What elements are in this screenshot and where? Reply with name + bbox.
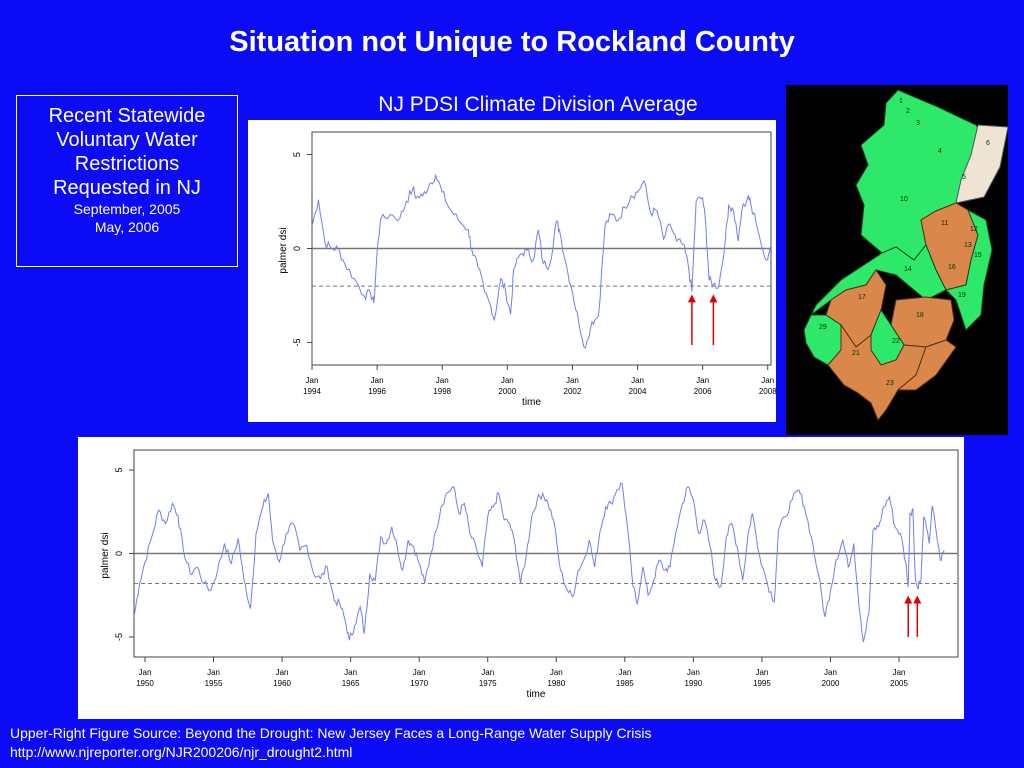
x-tick-label: Jan [436, 376, 449, 385]
footer-source: Upper-Right Figure Source: Beyond the Dr… [10, 724, 651, 762]
pdsi-chart-recent-svg: -5 0 5 palmer dsi Jan 1994 Jan 1996 Jan 1998 Jan 20… [278, 131, 777, 408]
pdsi-chart-recent: -5 0 5 palmer dsi Jan 1994 Jan 1996 Jan 1998 Jan 20… [248, 120, 777, 422]
division-label: 3 [916, 120, 920, 127]
x-tick-label: Jan [566, 376, 579, 385]
restriction-arrowhead [904, 595, 913, 604]
division-label: 16 [948, 264, 956, 271]
y-tick-label: 5 [292, 152, 302, 157]
chart-title: NJ PDSI Climate Division Average [378, 93, 698, 116]
division-label: 6 [986, 140, 990, 147]
x-tick-label: 2008 [759, 387, 776, 396]
division-label: 22 [892, 338, 900, 345]
map-south-orange-coast [896, 339, 957, 391]
x-tick-label: 2005 [890, 679, 908, 688]
y-tick-label: 0 [292, 246, 302, 251]
division-label: 5 [962, 174, 966, 181]
division-label: 2 [906, 108, 910, 115]
callout-date: May, 2006 [94, 219, 160, 235]
restriction-arrowhead [913, 595, 922, 604]
x-tick-label: Jan [631, 376, 644, 385]
footer-source-url[interactable]: http://www.njreporter.org/NJR200206/njr_… [10, 744, 353, 760]
x-tick-label: Jan [824, 668, 837, 677]
x-tick-label: Jan [306, 376, 319, 385]
x-tick-label: Jan [276, 668, 289, 677]
callout-line: Voluntary Water [56, 129, 198, 151]
callout-line: Recent Statewide [48, 105, 206, 127]
division-label: 19 [958, 292, 966, 299]
division-label: 11 [941, 220, 948, 227]
x-tick-label: 1990 [684, 679, 702, 688]
x-tick-label: 2006 [694, 387, 712, 396]
restriction-arrowhead [709, 294, 718, 303]
x-tick-label: 1965 [342, 679, 360, 688]
x-tick-label: 1960 [273, 679, 291, 688]
pdsi-chart-longterm-svg: -5 0 5 palmer dsi Jan 1950 Jan 1955 Jan 1960 Jan 19… [100, 449, 959, 700]
y-axis-label: palmer dsi [278, 227, 289, 273]
x-tick-label: Jan [696, 376, 709, 385]
x-tick-label: 2000 [498, 387, 516, 396]
x-tick-label: 1955 [205, 679, 223, 688]
x-tick-label: 1995 [753, 679, 771, 688]
division-label: 18 [916, 312, 924, 319]
x-tick-label: 2004 [629, 387, 647, 396]
x-tick-label: 2002 [564, 387, 582, 396]
division-label: 4 [938, 148, 942, 155]
callout-box: Recent Statewide Voluntary Water Restric… [16, 95, 238, 267]
map-south-orange-cape [827, 323, 927, 421]
x-tick-label: 1994 [303, 387, 321, 396]
x-tick-label: Jan [550, 668, 563, 677]
x-tick-label: Jan [618, 668, 631, 677]
pdsi-series-line [133, 482, 945, 643]
division-label: 29 [819, 324, 827, 331]
map-northeast-beige [955, 124, 1009, 204]
division-label: 1 [899, 98, 903, 105]
division-label: 14 [904, 266, 912, 273]
x-tick-label: Jan [413, 668, 426, 677]
x-tick-label: 1950 [136, 679, 154, 688]
y-tick-label: 0 [114, 551, 124, 556]
slide-title: Situation not Unique to Rockland County [229, 26, 795, 58]
x-tick-label: 1985 [616, 679, 634, 688]
division-label: 21 [852, 350, 860, 357]
division-label: 12 [970, 226, 978, 233]
x-axis-label: time [527, 689, 546, 700]
callout-line: Requested in NJ [53, 177, 201, 199]
x-tick-label: Jan [761, 376, 774, 385]
pdsi-series-line [311, 173, 772, 350]
x-tick-label: 1975 [479, 679, 497, 688]
x-tick-label: 1996 [368, 387, 386, 396]
y-tick-label: 5 [114, 468, 124, 473]
x-tick-label: Jan [207, 668, 220, 677]
x-tick-label: Jan [893, 668, 906, 677]
x-tick-label: 1980 [547, 679, 565, 688]
restriction-arrowhead [687, 294, 696, 303]
division-label: 10 [900, 196, 908, 203]
x-tick-label: Jan [755, 668, 768, 677]
y-tick-label: -5 [292, 338, 302, 346]
x-tick-label: Jan [481, 668, 494, 677]
x-tick-label: 1970 [410, 679, 428, 688]
division-label: 15 [974, 252, 982, 259]
callout-line: Restrictions [74, 153, 180, 175]
nj-map-svg: 1 2 3 4 5 6 10 11 12 13 14 15 16 17 18 1… [803, 89, 1009, 421]
nj-climate-division-map: 1 2 3 4 5 6 10 11 12 13 14 15 16 17 18 1… [786, 85, 1009, 435]
x-tick-label: Jan [687, 668, 700, 677]
y-axis-label: palmer dsi [100, 532, 111, 578]
x-tick-label: Jan [501, 376, 514, 385]
footer-source-text: Upper-Right Figure Source: Beyond the Dr… [10, 725, 652, 741]
x-tick-label: Jan [139, 668, 152, 677]
map-central-green [945, 208, 993, 331]
division-label: 13 [964, 242, 972, 249]
callout-date: September, 2005 [73, 201, 181, 217]
division-label: 17 [858, 294, 866, 301]
y-tick-label: -5 [114, 633, 124, 641]
x-tick-label: Jan [344, 668, 357, 677]
x-tick-label: Jan [371, 376, 384, 385]
x-tick-label: 1998 [433, 387, 451, 396]
x-axis-label: time [522, 397, 541, 408]
x-tick-label: 2000 [822, 679, 840, 688]
pdsi-chart-longterm: -5 0 5 palmer dsi Jan 1950 Jan 1955 Jan 1960 Jan 19… [78, 437, 964, 719]
division-label: 23 [886, 380, 894, 387]
